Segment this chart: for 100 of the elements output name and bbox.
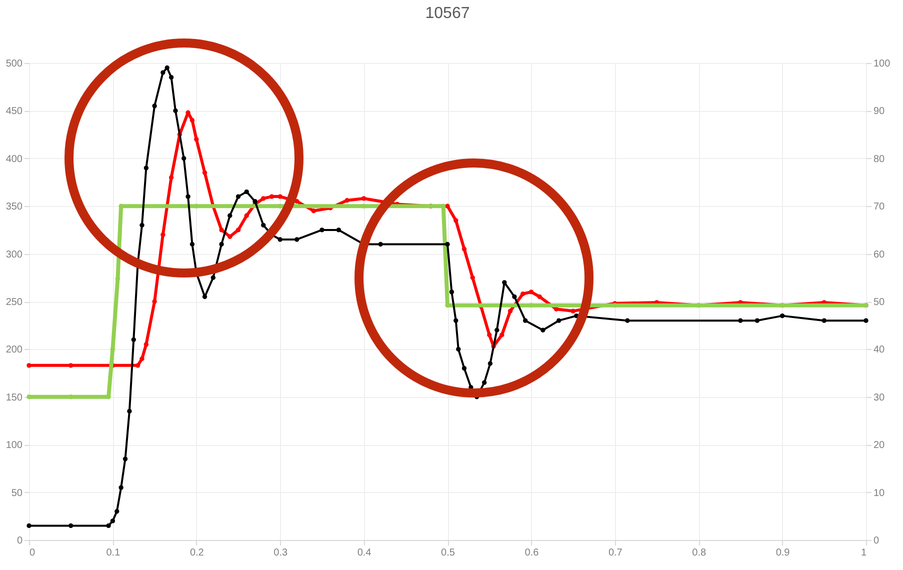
y-tick-label: 0 (16, 536, 23, 546)
point (182, 156, 186, 161)
point (754, 318, 760, 323)
point (556, 318, 562, 323)
point (822, 318, 826, 323)
y-tick-label: 100 (6, 440, 23, 452)
point (68, 523, 74, 528)
point (190, 118, 195, 123)
point (378, 242, 383, 247)
point (445, 204, 450, 208)
point (68, 363, 74, 368)
x-tick-label: 0 (30, 548, 36, 558)
point (168, 74, 174, 80)
point (219, 242, 224, 247)
point (152, 299, 157, 304)
x-tick-label: 0.7 (608, 548, 623, 558)
point (454, 318, 458, 323)
point (252, 198, 258, 204)
point (160, 232, 166, 238)
x-tick-label: 0.2 (190, 548, 204, 558)
point (537, 294, 542, 300)
point (278, 237, 282, 242)
point (738, 318, 743, 323)
point (26, 523, 32, 528)
point (186, 194, 190, 199)
point (445, 242, 450, 247)
point (122, 456, 128, 462)
y2-tick-label: 20 (874, 440, 886, 452)
y2-tick-label: 30 (874, 392, 886, 404)
point (278, 194, 282, 199)
point (131, 337, 136, 342)
y2-tick-label: 40 (874, 344, 886, 356)
x-tick-label: 0.9 (776, 548, 790, 558)
point (540, 328, 546, 332)
point (508, 308, 513, 314)
point (110, 518, 116, 524)
point (236, 228, 241, 232)
point (244, 213, 249, 218)
point (294, 237, 300, 242)
point (190, 242, 195, 247)
point (164, 65, 170, 70)
point (344, 198, 350, 203)
point (261, 196, 266, 201)
point (135, 363, 140, 368)
point (488, 361, 493, 366)
point (361, 196, 366, 201)
point (500, 332, 504, 338)
x-tick-label: 0.3 (274, 548, 288, 558)
x-tick-label: 0.8 (692, 548, 706, 558)
y2-tick-label: 80 (874, 154, 886, 165)
point (625, 318, 630, 323)
point (144, 166, 149, 170)
point (140, 356, 144, 362)
y-tick-label: 50 (11, 488, 23, 499)
point (114, 509, 120, 514)
point (244, 189, 249, 194)
y2-tick-label: 70 (874, 202, 886, 213)
y-tick-label: 300 (6, 249, 23, 260)
point (118, 485, 124, 490)
y2-tick-label: 100 (874, 58, 891, 70)
y2-tick-label: 60 (874, 249, 886, 260)
point (482, 380, 487, 385)
point (528, 290, 534, 294)
y-tick-label: 150 (6, 392, 23, 404)
y2-tick-label: 0 (874, 536, 880, 546)
point (311, 208, 316, 214)
point (160, 70, 166, 75)
point (261, 222, 266, 228)
point (144, 342, 149, 347)
y2-tick-label: 90 (874, 106, 886, 118)
point (127, 408, 132, 414)
point (449, 290, 454, 294)
y2-tick-label: 10 (874, 488, 886, 499)
point (462, 246, 467, 252)
x-tick-label: 0.1 (106, 548, 121, 558)
point (456, 346, 461, 352)
x-tick-label: 0.6 (524, 548, 540, 558)
point (520, 292, 526, 296)
point (194, 136, 199, 142)
chart-title: 10567 (425, 5, 470, 22)
point (864, 318, 868, 323)
y-tick-label: 450 (6, 106, 23, 118)
point (336, 228, 342, 232)
point (173, 108, 178, 114)
point (228, 213, 232, 218)
point (152, 104, 157, 108)
y2-tick-label: 50 (874, 297, 886, 308)
point (512, 294, 517, 300)
y-tick-label: 250 (6, 297, 23, 308)
point (106, 523, 111, 528)
point (236, 194, 241, 199)
point (320, 228, 324, 232)
point (502, 280, 507, 285)
x-tick-label: 0.4 (357, 548, 372, 558)
y-tick-label: 400 (6, 154, 23, 165)
point (140, 222, 144, 228)
x-tick-label: 1 (860, 548, 867, 558)
y-tick-label: 500 (6, 58, 23, 70)
point (454, 218, 458, 223)
point (202, 170, 208, 176)
